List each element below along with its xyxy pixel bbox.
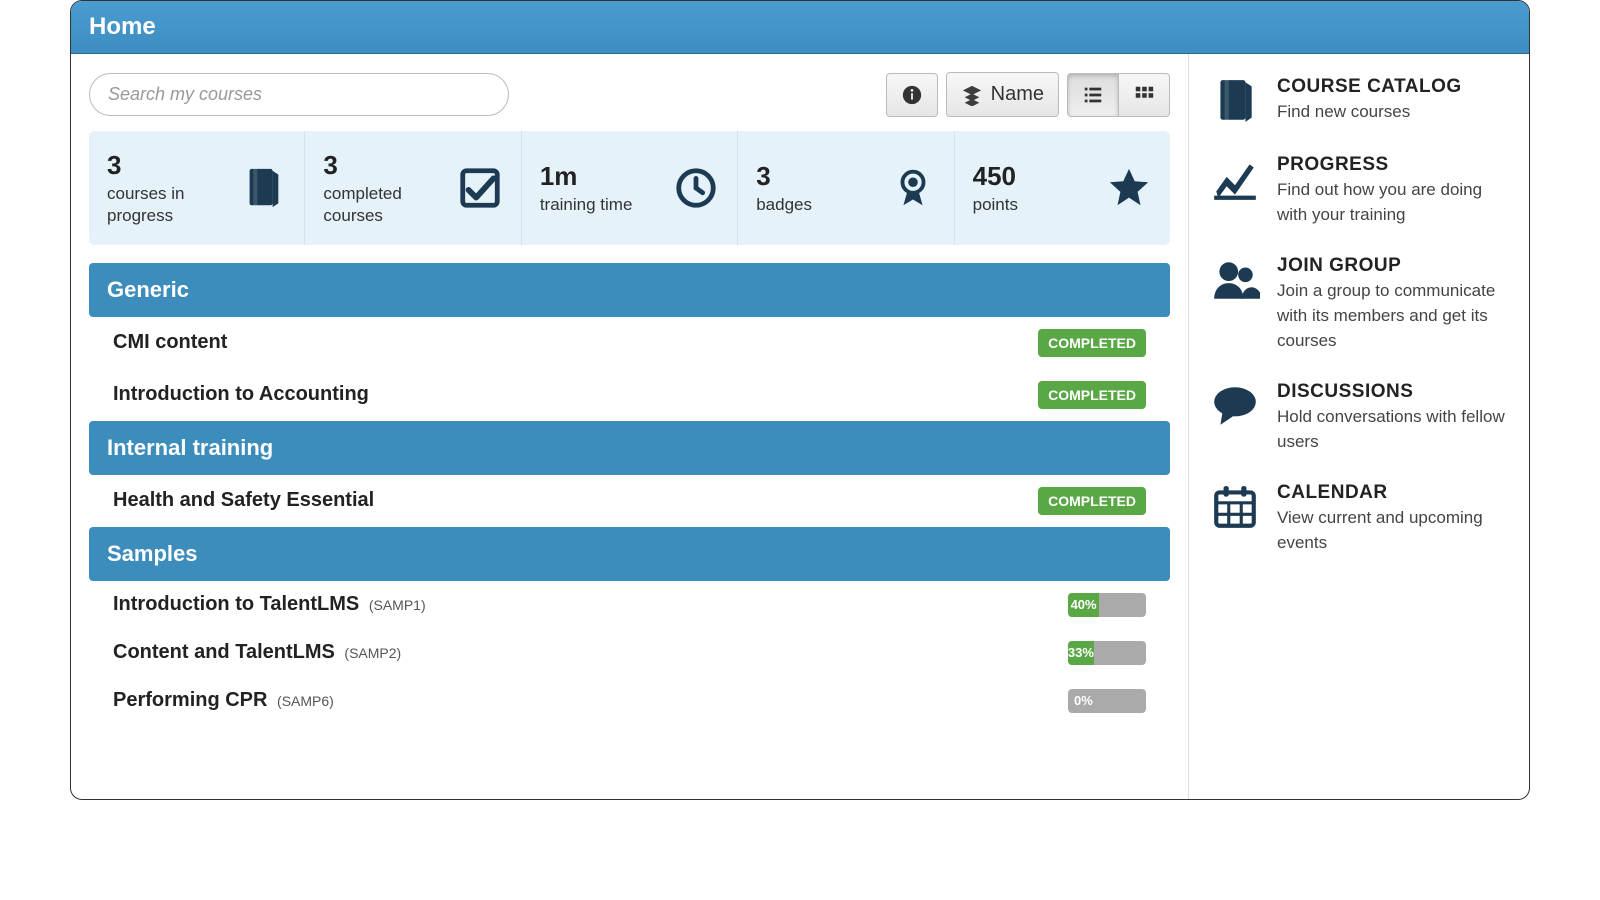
stat-label: courses in progress bbox=[107, 183, 240, 227]
progress-fill: 33% bbox=[1068, 641, 1094, 665]
book-icon bbox=[1207, 76, 1263, 126]
layers-icon bbox=[961, 84, 983, 106]
stat-value: 3 bbox=[323, 149, 456, 183]
check-icon bbox=[457, 165, 503, 211]
grid-icon bbox=[1133, 84, 1155, 106]
status-badge: COMPLETED bbox=[1038, 381, 1146, 409]
stat-value: 3 bbox=[107, 149, 240, 183]
progress-fill: 0% bbox=[1074, 689, 1093, 713]
info-icon bbox=[901, 84, 923, 106]
status-badge: COMPLETED bbox=[1038, 487, 1146, 515]
progress-fill: 40% bbox=[1068, 593, 1099, 617]
stat-tile[interactable]: 3 badges bbox=[738, 131, 954, 245]
course-row[interactable]: CMI content COMPLETED bbox=[89, 317, 1170, 369]
list-icon bbox=[1082, 84, 1104, 106]
stat-value: 450 bbox=[973, 160, 1018, 194]
sidebar-item[interactable]: DISCUSSIONS Hold conversations with fell… bbox=[1207, 381, 1511, 454]
stat-label: badges bbox=[756, 194, 812, 216]
book-icon bbox=[240, 165, 286, 211]
section-header[interactable]: Generic bbox=[89, 263, 1170, 317]
course-code: (SAMP2) bbox=[344, 645, 401, 661]
course-name: Content and TalentLMS bbox=[113, 641, 335, 663]
course-row[interactable]: Health and Safety Essential COMPLETED bbox=[89, 475, 1170, 527]
sidebar-item[interactable]: JOIN GROUP Join a group to communicate w… bbox=[1207, 255, 1511, 353]
view-toggle bbox=[1067, 73, 1170, 117]
course-name: CMI content bbox=[113, 331, 227, 353]
stat-tile[interactable]: 3 courses in progress bbox=[89, 131, 305, 245]
stats-row: 3 courses in progress 3 completed course… bbox=[89, 131, 1170, 245]
stat-label: training time bbox=[540, 194, 633, 216]
progress-icon bbox=[1207, 154, 1263, 227]
sidebar-item-title: COURSE CATALOG bbox=[1277, 76, 1462, 98]
section-header[interactable]: Internal training bbox=[89, 421, 1170, 475]
sidebar-item-desc: Hold conversations with fellow users bbox=[1277, 405, 1511, 454]
course-name: Introduction to TalentLMS bbox=[113, 593, 359, 615]
sidebar-item-desc: Join a group to communicate with its mem… bbox=[1277, 279, 1511, 353]
group-icon bbox=[1207, 255, 1263, 353]
course-name: Performing CPR bbox=[113, 689, 267, 711]
grid-view-button[interactable] bbox=[1118, 73, 1170, 117]
page-title: Home bbox=[71, 1, 1529, 54]
stat-label: completed courses bbox=[323, 183, 456, 227]
course-name: Health and Safety Essential bbox=[113, 489, 374, 511]
stat-tile[interactable]: 450 points bbox=[955, 131, 1170, 245]
stat-tile[interactable]: 1m training time bbox=[522, 131, 738, 245]
progress-bar: 40% bbox=[1068, 593, 1146, 617]
course-code: (SAMP6) bbox=[277, 693, 334, 709]
sidebar-item[interactable]: CALENDAR View current and upcoming event… bbox=[1207, 482, 1511, 555]
list-view-button[interactable] bbox=[1067, 73, 1119, 117]
sidebar-item-desc: Find out how you are doing with your tra… bbox=[1277, 178, 1511, 227]
info-button[interactable] bbox=[886, 73, 938, 117]
sidebar-item-title: PROGRESS bbox=[1277, 154, 1511, 176]
sidebar-item-title: JOIN GROUP bbox=[1277, 255, 1511, 277]
progress-bar: 0% bbox=[1068, 689, 1146, 713]
course-row[interactable]: Content and TalentLMS (SAMP2) 33% bbox=[89, 629, 1170, 677]
sidebar-item-desc: Find new courses bbox=[1277, 100, 1462, 125]
sidebar-item-title: CALENDAR bbox=[1277, 482, 1511, 504]
sidebar-item-desc: View current and upcoming events bbox=[1277, 506, 1511, 555]
stat-tile[interactable]: 3 completed courses bbox=[305, 131, 521, 245]
chat-icon bbox=[1207, 381, 1263, 454]
star-icon bbox=[1106, 165, 1152, 211]
progress-bar: 33% bbox=[1068, 641, 1146, 665]
course-row[interactable]: Introduction to Accounting COMPLETED bbox=[89, 369, 1170, 421]
clock-icon bbox=[673, 165, 719, 211]
stat-value: 1m bbox=[540, 160, 633, 194]
course-name: Introduction to Accounting bbox=[113, 383, 369, 405]
calendar-icon bbox=[1207, 482, 1263, 555]
section-header[interactable]: Samples bbox=[89, 527, 1170, 581]
toolbar: Name bbox=[89, 72, 1170, 117]
stat-label: points bbox=[973, 194, 1018, 216]
course-code: (SAMP1) bbox=[369, 597, 426, 613]
sidebar-item[interactable]: COURSE CATALOG Find new courses bbox=[1207, 76, 1511, 126]
sidebar-item-title: DISCUSSIONS bbox=[1277, 381, 1511, 403]
sidebar: COURSE CATALOG Find new courses PROGRESS… bbox=[1189, 54, 1529, 799]
course-row[interactable]: Performing CPR (SAMP6) 0% bbox=[89, 677, 1170, 725]
status-badge: COMPLETED bbox=[1038, 329, 1146, 357]
badge-icon bbox=[890, 165, 936, 211]
sort-label: Name bbox=[991, 83, 1044, 106]
sidebar-item[interactable]: PROGRESS Find out how you are doing with… bbox=[1207, 154, 1511, 227]
stat-value: 3 bbox=[756, 160, 812, 194]
sort-button[interactable]: Name bbox=[946, 72, 1059, 117]
search-input[interactable] bbox=[89, 73, 509, 116]
course-row[interactable]: Introduction to TalentLMS (SAMP1) 40% bbox=[89, 581, 1170, 629]
